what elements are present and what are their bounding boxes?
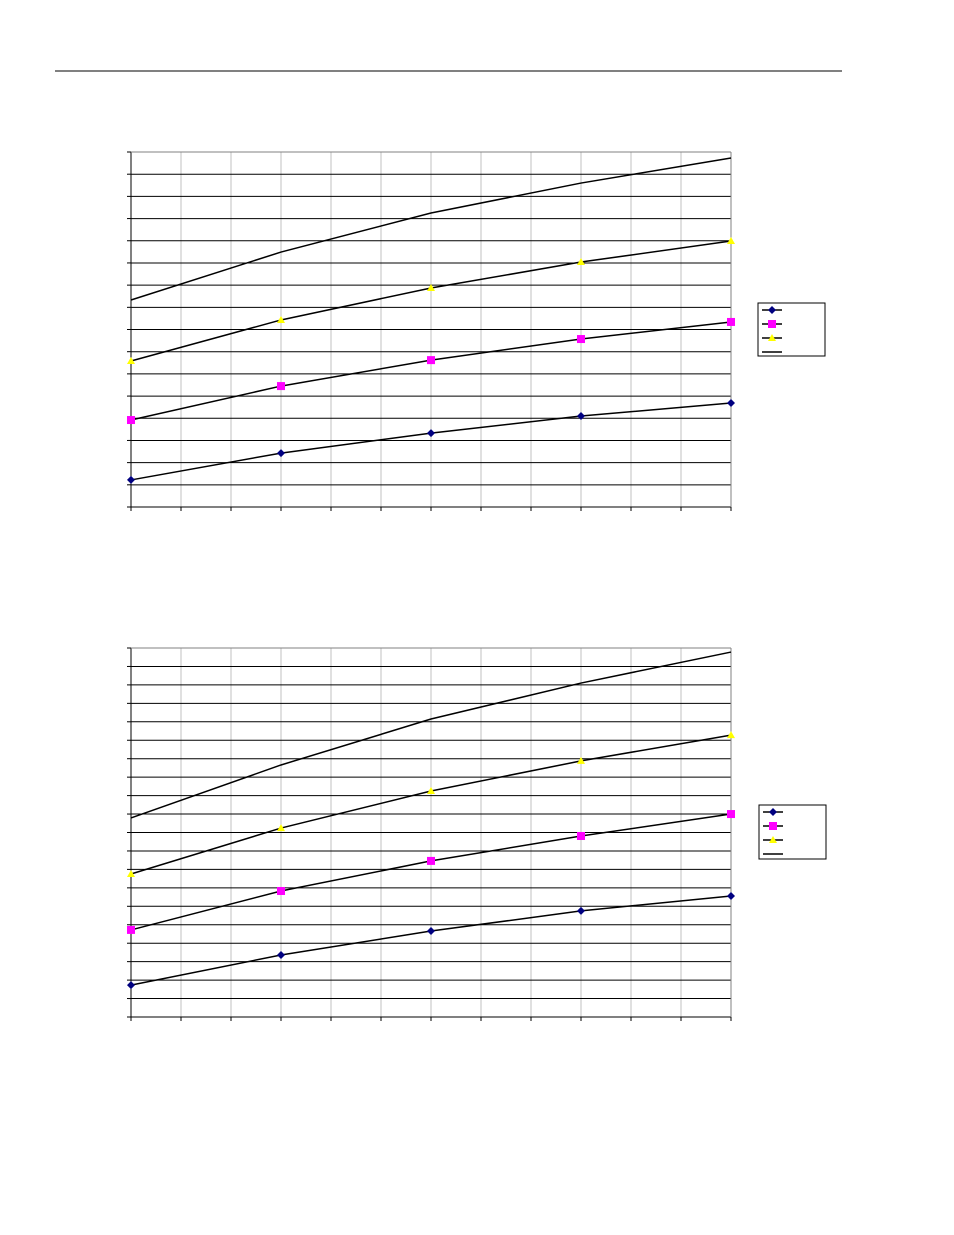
chart — [127, 151, 826, 511]
marker — [127, 357, 135, 365]
marker — [127, 870, 135, 878]
series-line — [130, 651, 732, 819]
marker — [769, 822, 777, 830]
marker — [727, 810, 735, 819]
marker — [769, 836, 777, 843]
marker — [577, 832, 585, 841]
marker — [769, 808, 777, 816]
marker — [427, 927, 435, 936]
marker — [768, 334, 776, 341]
marker — [277, 824, 285, 832]
series-line — [130, 157, 732, 301]
marker — [127, 925, 135, 934]
marker — [577, 906, 585, 915]
chart — [127, 647, 827, 1021]
marker — [427, 356, 435, 365]
marker — [427, 429, 435, 438]
marker — [427, 786, 435, 794]
marker — [577, 412, 585, 421]
marker — [577, 756, 585, 764]
legend — [758, 804, 827, 860]
marker — [277, 951, 285, 960]
marker — [727, 891, 735, 900]
marker — [727, 317, 735, 326]
marker — [577, 258, 585, 266]
marker — [727, 236, 735, 244]
marker — [277, 886, 285, 895]
marker — [277, 382, 285, 391]
marker — [277, 449, 285, 458]
marker — [427, 856, 435, 865]
marker — [127, 475, 135, 484]
marker — [768, 306, 776, 314]
marker — [727, 731, 735, 739]
marker — [127, 981, 135, 990]
legend — [757, 302, 826, 357]
marker — [127, 416, 135, 425]
marker — [768, 320, 776, 328]
marker — [427, 284, 435, 292]
marker — [577, 335, 585, 344]
marker — [277, 315, 285, 323]
marker — [727, 398, 735, 407]
